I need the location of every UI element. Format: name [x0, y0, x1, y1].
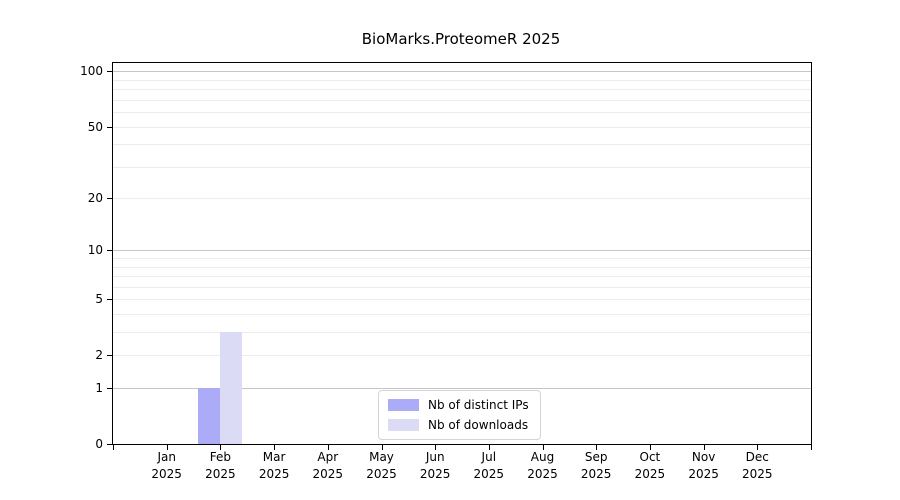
gridline-minor — [113, 286, 811, 288]
gridline-minor — [113, 258, 811, 260]
y-tick-label: 100 — [80, 64, 103, 79]
gridline-major — [113, 71, 811, 73]
y-tick — [107, 198, 112, 200]
gridline-minor — [113, 166, 811, 168]
gridline-minor — [113, 112, 811, 114]
x-tick-label: Jan 2025 — [151, 450, 182, 481]
x-tick-label: Jun 2025 — [419, 450, 451, 481]
y-tick — [107, 126, 112, 128]
y-tick — [107, 444, 112, 445]
x-tick — [703, 445, 705, 450]
x-tick-label: Feb 2025 — [205, 450, 236, 481]
gridline-minor — [113, 99, 811, 101]
x-tick-label: Aug 2025 — [527, 450, 558, 481]
gridline-minor — [113, 314, 811, 315]
x-tick-label: Sep 2025 — [580, 450, 612, 481]
gridline-minor — [113, 266, 811, 268]
x-tick — [274, 445, 276, 450]
legend: Nb of distinct IPs Nb of downloads — [378, 390, 541, 440]
x-axis-edge-tick — [113, 445, 114, 450]
gridline-minor — [113, 299, 811, 301]
gridline-minor — [113, 332, 811, 334]
gridline-minor — [113, 144, 811, 146]
y-tick-label: 2 — [95, 348, 103, 363]
y-tick — [107, 355, 112, 357]
legend-item-downloads: Nb of downloads — [388, 417, 529, 433]
legend-item-distinct-ips: Nb of distinct IPs — [388, 397, 529, 413]
x-tick-label: Apr 2025 — [312, 450, 344, 481]
gridline-minor — [113, 126, 811, 128]
y-tick — [107, 250, 112, 252]
y-tick — [107, 299, 112, 301]
y-tick-label: 50 — [87, 119, 103, 134]
x-tick — [757, 445, 759, 450]
y-tick-label: 10 — [87, 243, 103, 258]
plot-area: 0 1 2 5 10 20 50 100 Jan 2025 Feb 2025 Mar 2025 Apr… — [80, 62, 812, 481]
x-tick — [596, 445, 598, 450]
legend-label-distinct-ips: Nb of distinct IPs — [428, 398, 529, 412]
y-tick — [107, 71, 112, 73]
gridline-minor — [113, 198, 811, 200]
x-tick — [220, 445, 222, 450]
bar-downloads — [220, 332, 243, 444]
x-tick-label: Dec 2025 — [742, 450, 773, 481]
legend-swatch-distinct-ips-icon — [388, 399, 419, 411]
chart-title: BioMarks.ProteomeR 2025 — [361, 30, 561, 48]
x-tick-label: Jul 2025 — [473, 450, 505, 481]
y-tick — [107, 388, 112, 389]
x-tick — [542, 445, 544, 450]
y-tick-label: 5 — [95, 292, 103, 307]
gridline-minor — [113, 79, 811, 81]
x-tick-label: Oct 2025 — [634, 450, 666, 481]
x-tick — [488, 445, 490, 450]
gridline-major — [113, 388, 811, 389]
y-tick-label: 20 — [87, 191, 103, 206]
y-tick-label: 0 — [95, 437, 103, 451]
x-axis-edge-tick — [811, 445, 812, 450]
gridline-minor — [113, 355, 811, 357]
x-tick-label: May 2025 — [366, 450, 397, 481]
legend-label-downloads: Nb of downloads — [428, 418, 529, 432]
legend-swatch-downloads-icon — [388, 419, 419, 431]
gridline-minor — [113, 89, 811, 91]
x-tick — [327, 445, 329, 450]
x-tick — [649, 445, 651, 450]
x-tick-label: Mar 2025 — [258, 450, 290, 481]
gridline-major — [113, 250, 811, 252]
x-tick-label: Nov 2025 — [688, 450, 719, 481]
y-tick-label: 1 — [95, 381, 103, 395]
bar-distinct-ips — [198, 388, 221, 444]
gridline-minor — [113, 276, 811, 278]
x-tick — [166, 445, 168, 450]
x-tick — [435, 445, 437, 450]
x-tick — [381, 445, 383, 450]
